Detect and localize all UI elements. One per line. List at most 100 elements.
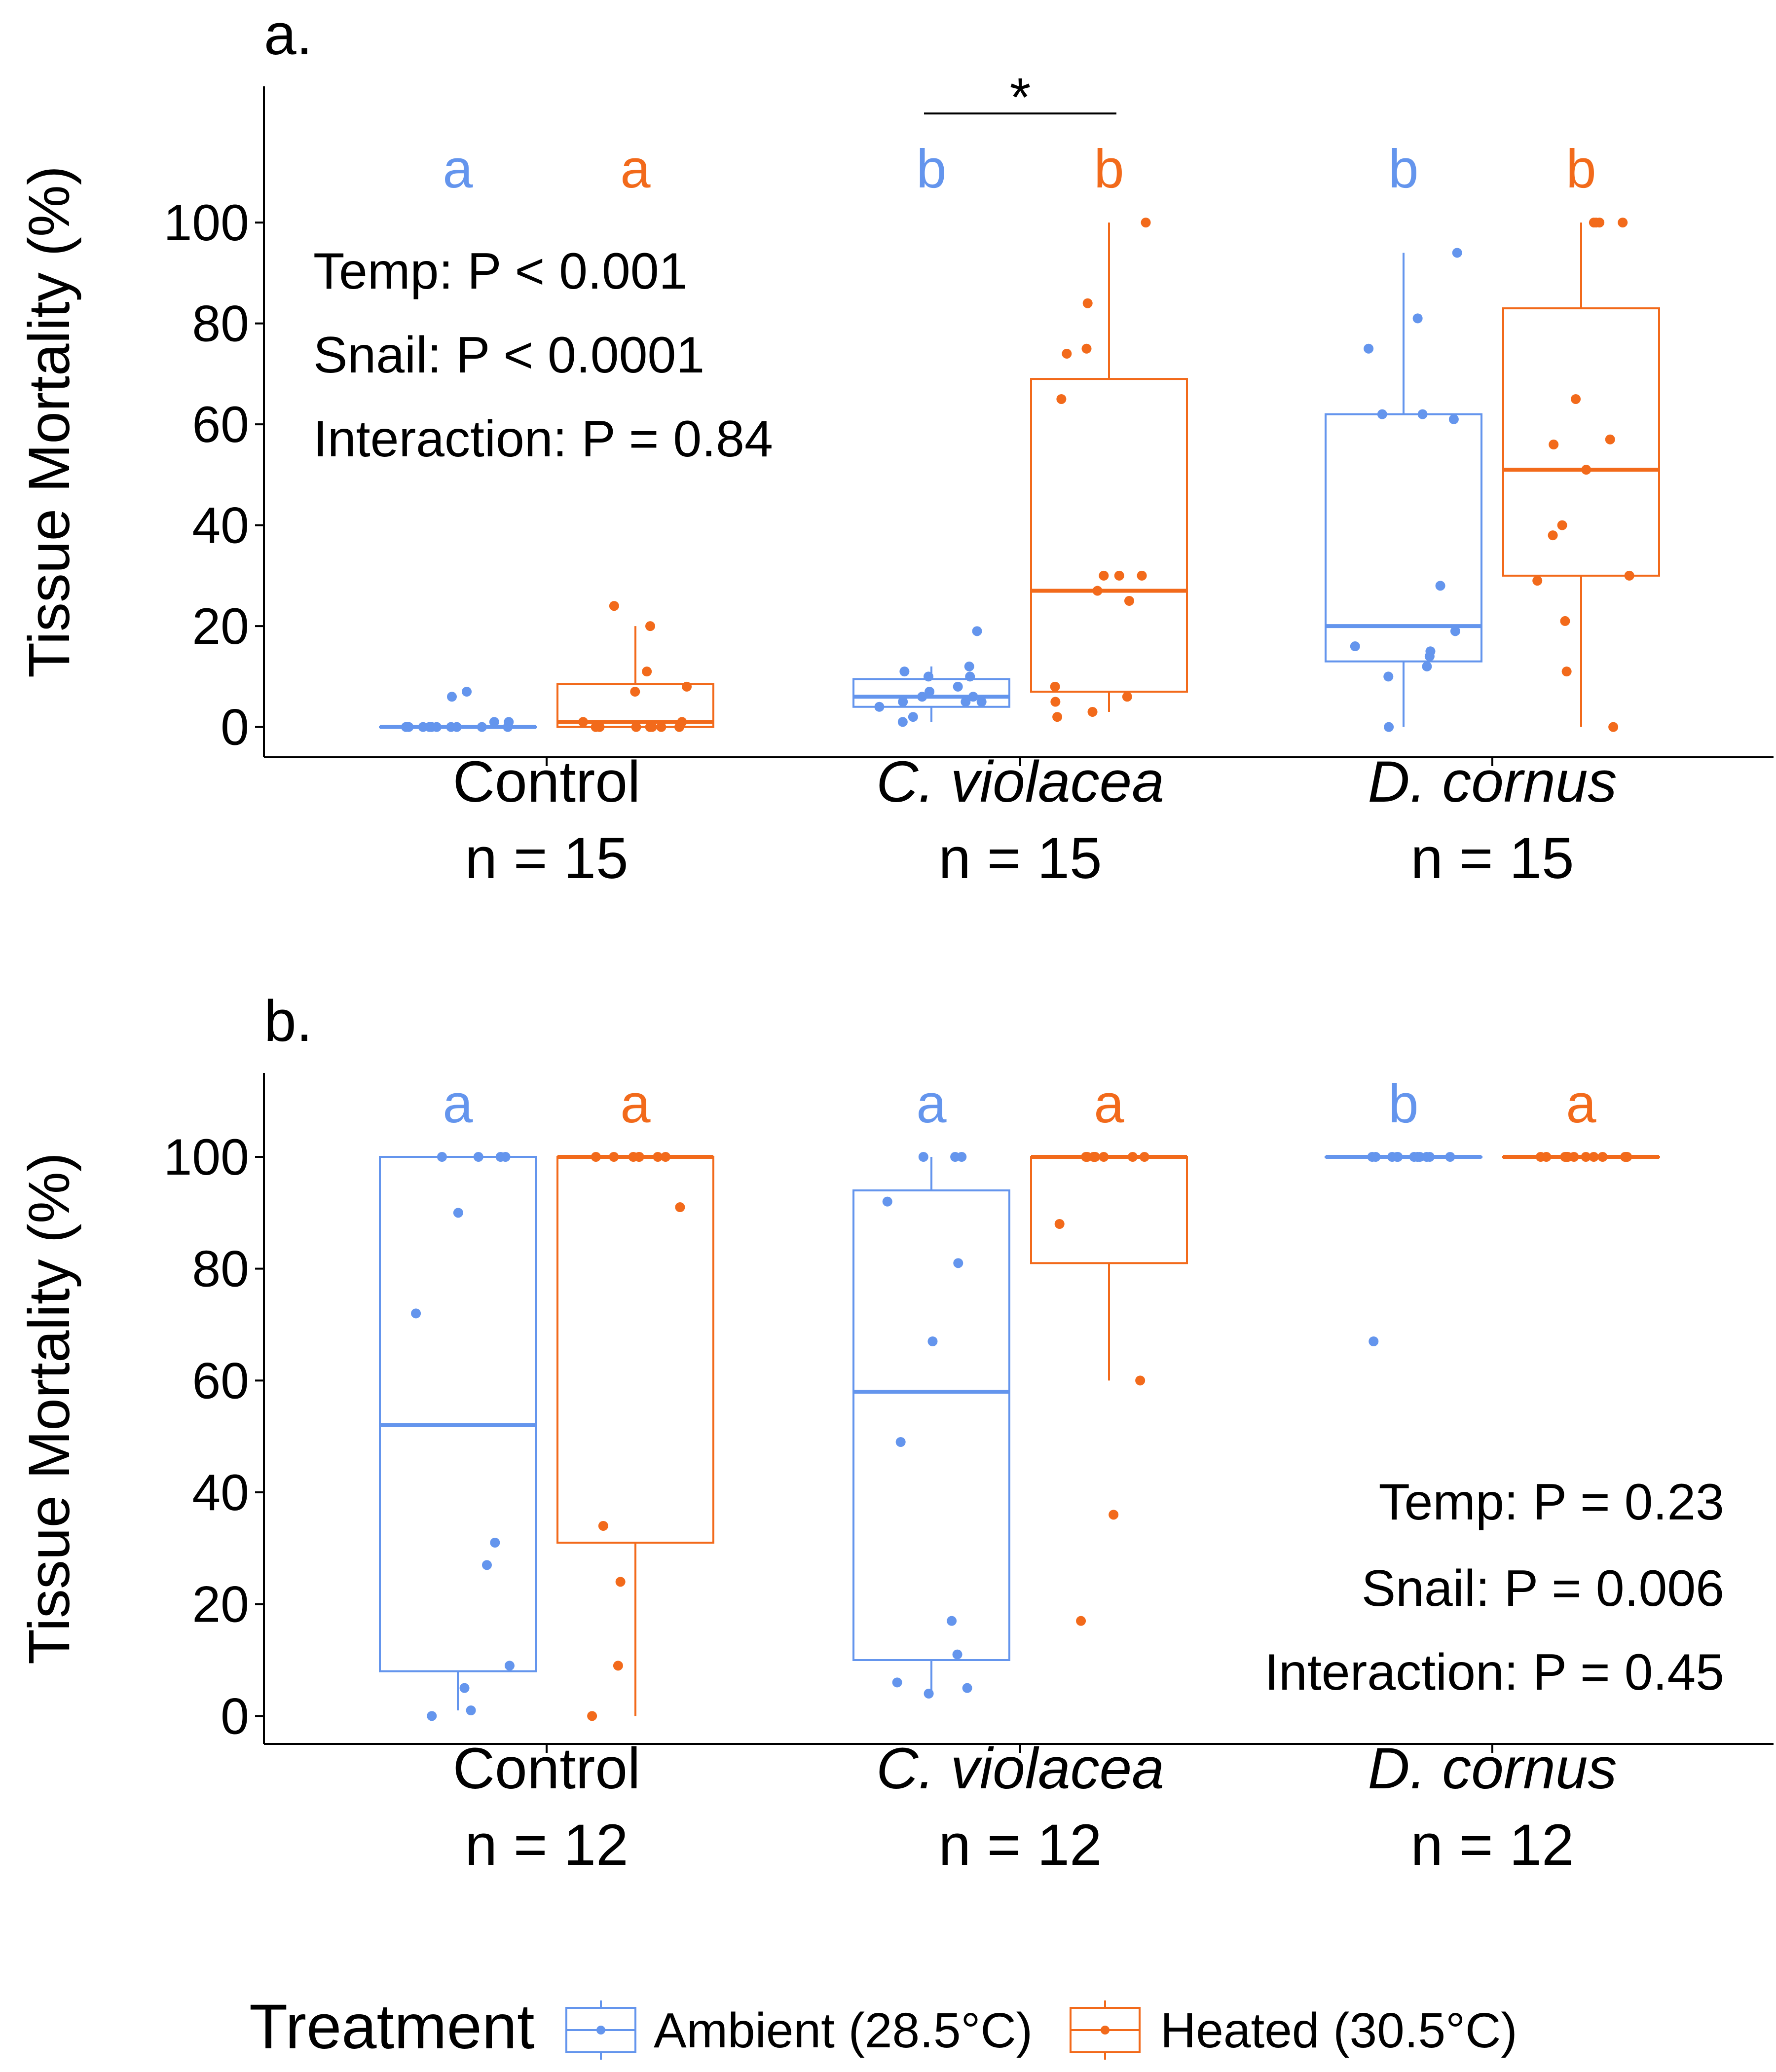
sample-size-label: n = 12	[938, 1813, 1102, 1878]
legend-label: Ambient (28.5°C)	[654, 2003, 1033, 2058]
significance-letter: a	[916, 1073, 947, 1134]
data-point	[1608, 722, 1619, 732]
data-point	[504, 717, 514, 727]
data-point	[446, 692, 457, 702]
legend-title: Treatment	[249, 1992, 535, 2062]
data-point	[495, 1152, 506, 1162]
x-tick-label: C. violacea	[876, 749, 1164, 814]
data-point	[964, 661, 974, 671]
data-point	[432, 722, 442, 732]
data-point	[1139, 1152, 1149, 1162]
data-point	[1370, 1152, 1381, 1162]
data-point	[1141, 218, 1151, 228]
box-iqr	[556, 1156, 714, 1544]
data-point	[1124, 596, 1134, 606]
data-point	[1581, 1152, 1591, 1162]
data-point	[961, 697, 971, 707]
data-point	[615, 1577, 626, 1587]
box-heated	[556, 1152, 714, 1721]
y-tick-label: 100	[163, 194, 249, 252]
data-point	[490, 1538, 500, 1548]
data-point	[1589, 218, 1599, 228]
legend: Treatment Ambient (28.5°C) Heated (30.5°C)	[249, 1992, 1517, 2062]
significance-letter: a	[1094, 1073, 1124, 1134]
data-point	[675, 1202, 685, 1212]
data-point	[459, 1683, 470, 1693]
data-point	[1377, 409, 1387, 419]
data-point	[1571, 394, 1581, 404]
data-point	[1535, 1152, 1546, 1162]
data-point	[656, 722, 666, 732]
y-tick-label: 40	[192, 497, 249, 555]
data-point	[957, 1152, 967, 1162]
data-point	[1082, 298, 1093, 308]
data-point	[1122, 692, 1132, 702]
y-axis-title: Tissue Mortality (%)	[17, 1152, 82, 1665]
data-point	[466, 1705, 476, 1715]
data-point	[645, 722, 655, 732]
data-point	[1548, 530, 1558, 541]
x-tick-label: Control	[453, 749, 640, 814]
data-point	[609, 601, 619, 611]
data-point	[1605, 434, 1615, 444]
box-iqr	[1502, 307, 1660, 577]
stats-line: Snail: P = 0.006	[1362, 1560, 1724, 1617]
data-point	[677, 717, 687, 727]
data-point	[1422, 661, 1432, 671]
data-point	[462, 687, 472, 697]
significance-star: *	[1010, 67, 1031, 128]
data-point	[1424, 1152, 1435, 1162]
data-point	[1435, 581, 1445, 591]
data-point	[1448, 414, 1459, 424]
sample-size-label: n = 15	[938, 826, 1102, 891]
data-point	[1412, 313, 1423, 324]
legend-key-point	[596, 2026, 605, 2035]
data-point	[895, 1437, 906, 1447]
data-point	[1557, 520, 1567, 530]
data-point	[1082, 1152, 1092, 1162]
data-point	[427, 1711, 437, 1721]
data-point	[1560, 1152, 1570, 1162]
significance-letter: a	[620, 1073, 651, 1134]
data-point	[1597, 1152, 1608, 1162]
data-point	[591, 722, 601, 732]
sample-size-label: n = 12	[1410, 1813, 1574, 1878]
data-point	[1621, 1152, 1631, 1162]
data-point	[437, 1152, 447, 1162]
data-point	[1092, 586, 1103, 596]
data-point	[628, 1152, 638, 1162]
box-ambient	[379, 687, 537, 732]
significance-letter: b	[1388, 1073, 1418, 1134]
data-point	[645, 621, 656, 631]
data-point	[453, 1208, 463, 1218]
data-point	[1560, 616, 1570, 626]
data-point	[1414, 1152, 1425, 1162]
data-point	[591, 1152, 601, 1162]
box-heated	[1030, 218, 1188, 722]
data-point	[1569, 1152, 1579, 1162]
data-point	[598, 1521, 608, 1531]
data-point	[609, 1152, 619, 1162]
data-point	[927, 1336, 938, 1346]
data-point	[653, 1152, 663, 1162]
data-point	[631, 722, 641, 732]
data-point	[473, 1152, 483, 1162]
box-heated	[556, 601, 714, 732]
data-point	[1450, 626, 1460, 636]
box-heated	[1030, 1152, 1188, 1626]
data-point	[1549, 440, 1559, 450]
data-point	[1081, 343, 1092, 354]
y-tick-label: 20	[192, 1576, 249, 1633]
box-heated	[1502, 1152, 1660, 1162]
data-point	[892, 1677, 902, 1688]
x-tick-label: C. violacea	[876, 1736, 1164, 1801]
data-point	[504, 1661, 515, 1671]
data-point	[924, 1689, 934, 1699]
data-point	[1350, 641, 1360, 652]
data-point	[972, 626, 982, 636]
box-iqr	[1030, 1156, 1188, 1264]
data-point	[947, 1616, 957, 1626]
panel-label: a.	[264, 2, 312, 67]
data-point	[968, 692, 978, 702]
